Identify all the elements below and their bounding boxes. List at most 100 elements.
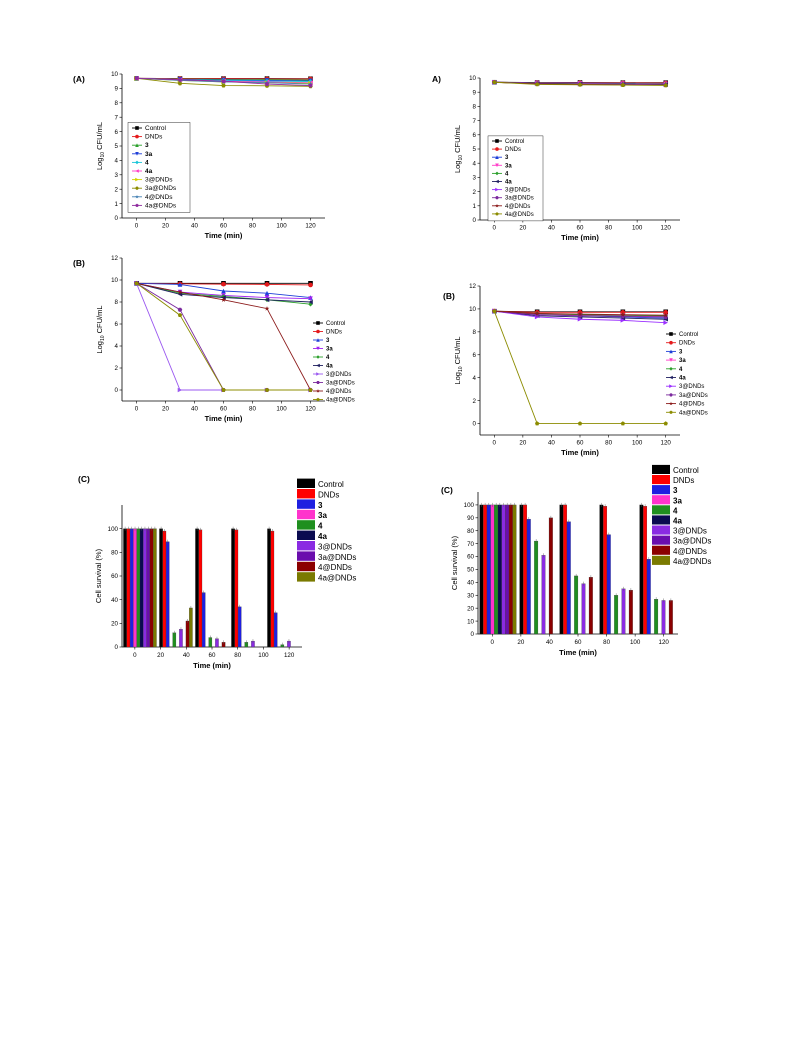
y-tick-label: 0: [115, 387, 119, 394]
legend-swatch: [297, 561, 315, 572]
bar-4-dnds: [508, 504, 513, 635]
x-tick-label: 80: [249, 406, 256, 413]
legend-label: 3@DNDs: [679, 384, 704, 390]
x-tick-label: 80: [605, 440, 612, 447]
data-point: [577, 313, 583, 318]
data-point: [663, 83, 668, 88]
x-axis-label: Time (min): [561, 233, 599, 242]
y-label-subscript: 10: [458, 155, 464, 161]
data-point: [663, 310, 669, 315]
y-tick-label: 8: [115, 299, 119, 306]
legend-marker: [669, 401, 673, 406]
data-point: [577, 316, 583, 322]
bar-dnds: [198, 529, 203, 648]
x-tick-label: 40: [546, 639, 553, 646]
legend-label: 4a: [326, 364, 333, 370]
legend-swatch: [297, 572, 315, 582]
bar-3: [201, 592, 206, 648]
legend-swatch: [652, 525, 670, 535]
y-label-tail: CFU/mL: [453, 125, 462, 155]
x-tick-label: 20: [517, 639, 524, 646]
y-tick-label: 6: [473, 352, 477, 359]
x-tick-label: 60: [577, 225, 584, 232]
bar-4a-dnds: [189, 607, 193, 648]
bar-3-dnds: [661, 600, 666, 635]
legend-marker: [135, 134, 139, 139]
data-point: [534, 310, 540, 316]
x-tick-label: 40: [191, 223, 198, 230]
x-axis-label: Time (min): [205, 231, 243, 240]
panel-label: (C): [441, 485, 453, 495]
y-tick-label: 6: [115, 129, 119, 136]
x-tick-label: 20: [162, 223, 169, 230]
legend-label: 4@DNDs: [145, 194, 173, 201]
legend-label: 4a: [673, 517, 682, 526]
data-point: [620, 318, 626, 323]
bar-control: [479, 504, 484, 635]
legend-swatch: [652, 475, 670, 485]
y-tick-label: 3: [473, 175, 477, 182]
legend-label: 3: [673, 486, 678, 495]
legend-marker: [495, 139, 499, 143]
y-tick-label: 8: [473, 329, 477, 336]
data-point: [177, 307, 183, 312]
legend-swatch: [652, 495, 670, 505]
y-tick-label: 100: [108, 526, 119, 533]
y-tick-label: 4: [473, 375, 477, 382]
y-label-subscript: 10: [100, 335, 106, 341]
bar-control: [159, 528, 163, 648]
y-tick-label: 30: [467, 592, 474, 599]
x-axis-label: Time (min): [193, 661, 231, 670]
legend-label: 3@DNDs: [326, 372, 351, 378]
data-point: [177, 387, 183, 393]
bar-4-dnds: [149, 528, 154, 648]
bar-3: [237, 606, 242, 648]
legend-label: 4: [673, 506, 678, 515]
data-point: [663, 421, 668, 426]
data-point: [264, 306, 270, 311]
y-tick-label: 20: [467, 605, 474, 612]
legend-label: 3a@DNDs: [673, 537, 711, 546]
legend-label: 3a@DNDs: [145, 185, 177, 192]
legend-marker: [135, 160, 139, 165]
y-tick-label: 4: [115, 158, 119, 165]
bar-3-dnds: [501, 504, 506, 635]
x-tick-label: 40: [548, 225, 555, 232]
legend-marker: [495, 196, 499, 200]
x-tick-label: 100: [632, 225, 643, 232]
bar-4a: [139, 528, 144, 648]
legend-label: Control: [326, 321, 345, 327]
data-point: [308, 282, 313, 288]
x-tick-label: 0: [135, 406, 139, 413]
legend-label: Control: [145, 125, 167, 132]
bar-3: [273, 612, 278, 648]
legend-swatch: [652, 505, 670, 515]
y-label-main: Log: [453, 372, 462, 385]
y-tick-label: 6: [115, 321, 119, 328]
series-4-dnds: [134, 280, 313, 393]
legend-label: Control: [318, 480, 344, 489]
legend-marker: [495, 163, 499, 168]
x-tick-label: 20: [162, 406, 169, 413]
data-point: [308, 301, 313, 307]
data-point: [177, 282, 183, 287]
data-point: [534, 82, 540, 87]
legend-marker: [135, 126, 139, 130]
panel-label: (A): [73, 74, 85, 84]
x-tick-label: 100: [276, 406, 287, 413]
x-tick-label: 0: [491, 639, 495, 646]
bar-3: [566, 521, 571, 635]
legend-marker: [669, 340, 673, 345]
legend-label: 3@DNDs: [505, 188, 530, 194]
data-point: [492, 79, 497, 85]
x-tick-label: 120: [305, 223, 316, 230]
y-tick-label: 0: [471, 631, 475, 638]
legend-swatch: [297, 509, 315, 520]
data-point: [308, 296, 313, 301]
x-tick-label: 80: [234, 652, 241, 659]
data-point: [221, 78, 226, 84]
